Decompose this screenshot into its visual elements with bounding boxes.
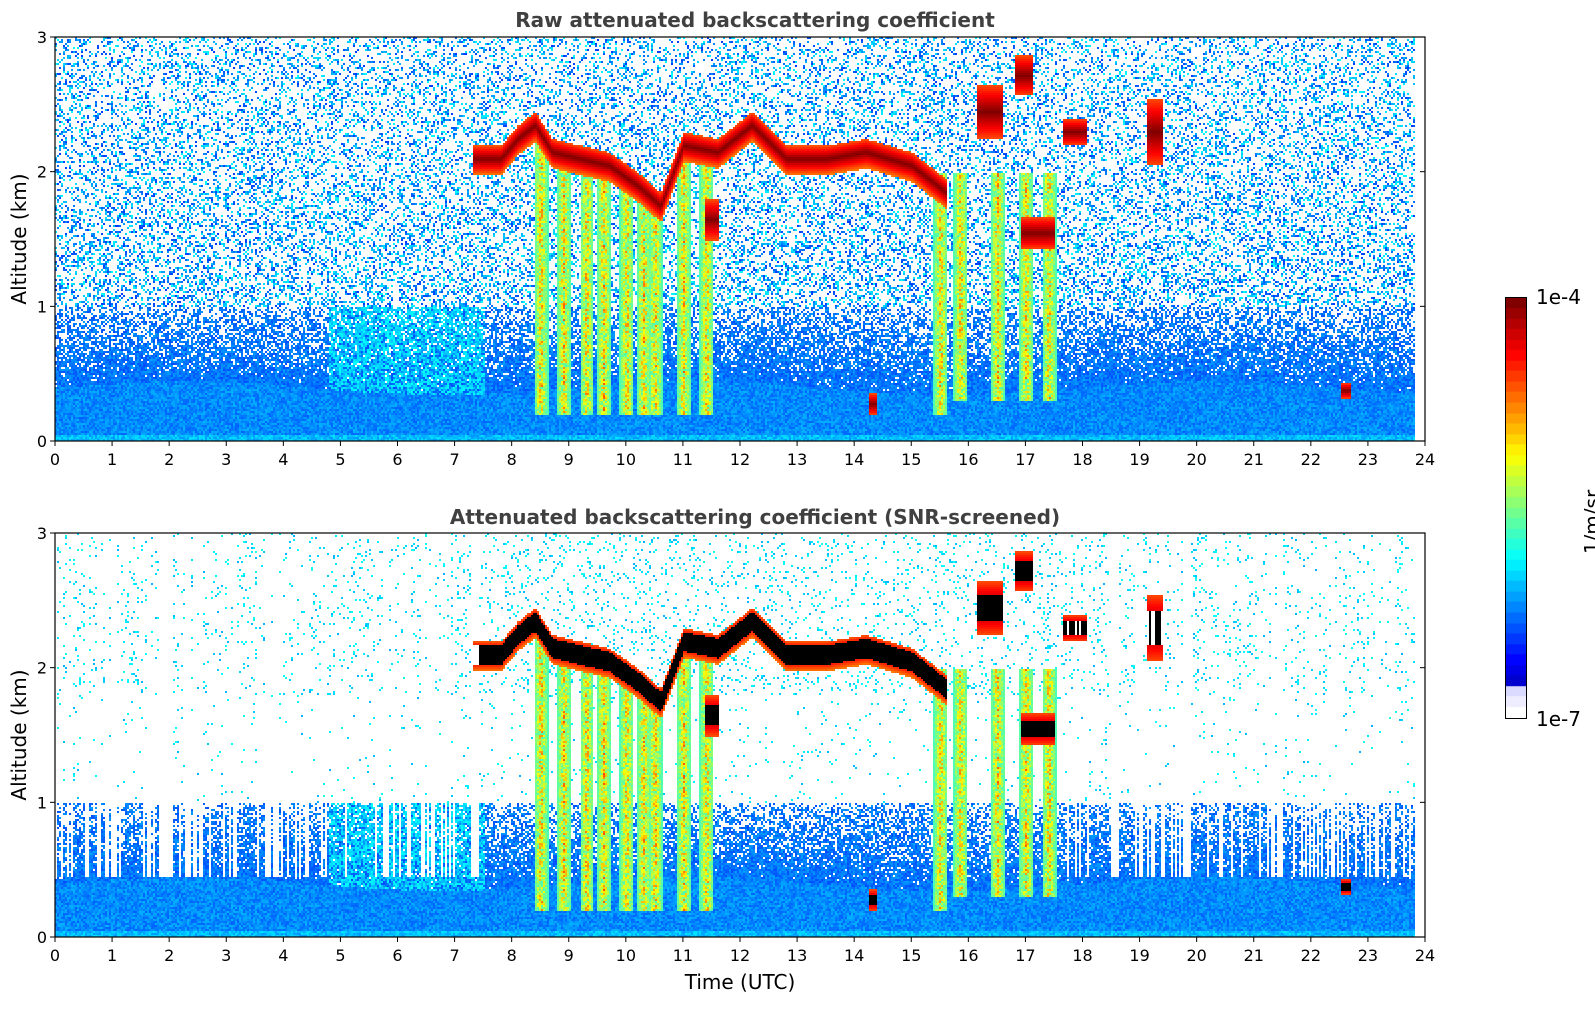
x-tick-label: 7 [449, 946, 459, 965]
x-tick-label: 17 [1015, 450, 1035, 469]
x-tick-label: 19 [1129, 450, 1149, 469]
y-axis-label: Altitude (km) [7, 669, 31, 800]
x-tick-label: 21 [1244, 450, 1264, 469]
x-tick-label: 13 [787, 946, 807, 965]
y-tick-label: 3 [37, 524, 47, 543]
y-tick-label: 1 [37, 297, 47, 316]
x-tick-label: 3 [221, 946, 231, 965]
x-tick-label: 13 [787, 450, 807, 469]
x-tick-label: 10 [616, 450, 636, 469]
colorbar-max-label: 1e-4 [1536, 285, 1581, 309]
x-tick-label: 2 [164, 450, 174, 469]
plot-axes: 0 1 2 3 4 5 6 7 8 9 10 11 12 13 14 15 16 17 18 19 20 21 22 23 24… [7, 28, 1435, 469]
x-tick-label: 8 [507, 450, 517, 469]
chart-title: Attenuated backscattering coefficient (S… [449, 505, 1061, 529]
x-tick-label: 0 [50, 946, 60, 965]
x-tick-label: 4 [278, 946, 288, 965]
x-tick-label: 17 [1015, 946, 1035, 965]
x-tick-label: 10 [616, 946, 636, 965]
x-tick-label: 11 [673, 946, 693, 965]
x-tick-label: 18 [1072, 450, 1092, 469]
y-tick-label: 2 [37, 163, 47, 182]
x-tick-label: 23 [1358, 450, 1378, 469]
x-tick-label: 9 [564, 946, 574, 965]
plot-axes: 0 1 2 3 4 5 6 7 8 9 10 11 12 13 14 15 16 17 18 19 20 21 22 23 24… [7, 524, 1435, 994]
x-tick-label: 4 [278, 450, 288, 469]
heatmap-field [55, 533, 1425, 937]
x-tick-label: 14 [844, 450, 864, 469]
x-axis-label: Time (UTC) [684, 970, 796, 994]
x-tick-label: 7 [449, 450, 459, 469]
x-tick-label: 12 [730, 946, 750, 965]
x-tick-label: 15 [901, 450, 921, 469]
colorbar-unit-label: 1/m/sr [1580, 489, 1595, 555]
x-tick-label: 16 [958, 450, 978, 469]
x-tick-label: 20 [1186, 450, 1206, 469]
x-tick-label: 23 [1358, 946, 1378, 965]
chart-title: Raw attenuated backscattering coefficien… [515, 8, 995, 32]
x-tick-label: 15 [901, 946, 921, 965]
y-tick-label: 2 [37, 659, 47, 678]
x-tick-label: 22 [1301, 450, 1321, 469]
x-tick-label: 16 [958, 946, 978, 965]
y-tick-label: 3 [37, 28, 47, 47]
y-tick-label: 0 [37, 432, 47, 451]
x-tick-label: 1 [107, 946, 117, 965]
x-tick-label: 24 [1415, 946, 1435, 965]
x-tick-label: 24 [1415, 450, 1435, 469]
y-axis-label: Altitude (km) [7, 173, 31, 304]
x-tick-label: 22 [1301, 946, 1321, 965]
x-tick-label: 5 [335, 450, 345, 469]
x-tick-label: 0 [50, 450, 60, 469]
y-tick-label: 1 [37, 793, 47, 812]
x-tick-label: 8 [507, 946, 517, 965]
plot-frame [54, 36, 1426, 442]
y-tick-label: 0 [37, 928, 47, 947]
panel-snr-screened: Attenuated backscattering coefficient (S… [0, 505, 1480, 1020]
x-tick-label: 12 [730, 450, 750, 469]
x-tick-label: 14 [844, 946, 864, 965]
x-tick-label: 6 [392, 946, 402, 965]
panel-raw: Raw attenuated backscattering coefficien… [0, 0, 1480, 490]
plot-frame [54, 532, 1426, 938]
x-tick-label: 21 [1244, 946, 1264, 965]
heatmap-field [55, 37, 1425, 441]
x-tick-label: 3 [221, 450, 231, 469]
x-tick-label: 9 [564, 450, 574, 469]
x-tick-label: 5 [335, 946, 345, 965]
x-tick-label: 19 [1129, 946, 1149, 965]
x-tick-label: 18 [1072, 946, 1092, 965]
x-tick-label: 20 [1186, 946, 1206, 965]
colorbar-min-label: 1e-7 [1536, 707, 1581, 731]
x-tick-label: 1 [107, 450, 117, 469]
x-tick-label: 6 [392, 450, 402, 469]
x-tick-label: 2 [164, 946, 174, 965]
colorbar [1505, 297, 1527, 719]
x-tick-label: 11 [673, 450, 693, 469]
